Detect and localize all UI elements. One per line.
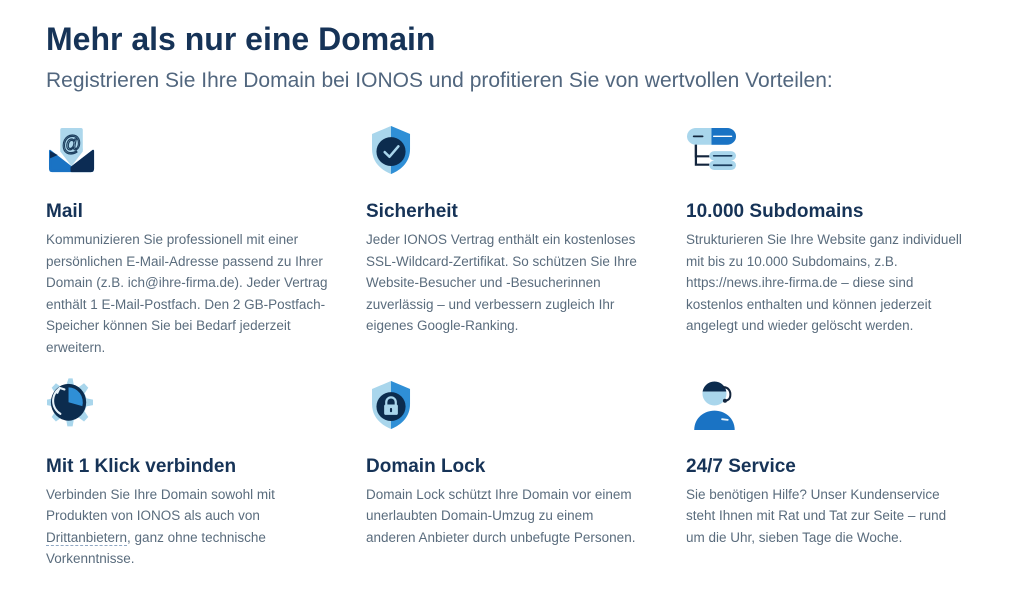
svg-text:@: @ <box>62 132 82 156</box>
